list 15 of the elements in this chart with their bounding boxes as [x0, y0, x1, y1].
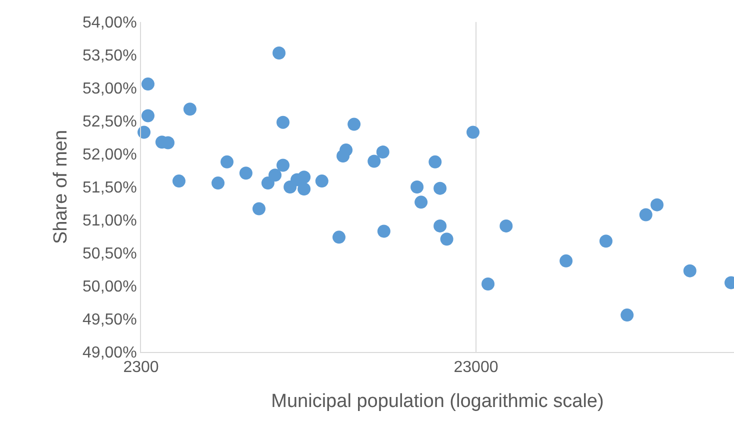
y-tick-label: 51,00%	[82, 212, 137, 230]
y-tick-label: 53,50%	[82, 48, 137, 65]
y-tick-label: 50,00%	[82, 278, 137, 296]
y-tick-label: 49,00%	[82, 344, 137, 362]
x-tick-label: 2300	[123, 359, 159, 376]
y-tick-label: 51,50%	[82, 180, 137, 197]
y-tick-label: 50,50%	[82, 246, 137, 263]
y-tick-label: 54,00%	[82, 14, 137, 32]
y-axis-title: Share of men	[50, 130, 72, 244]
y-tick-label: 53,00%	[82, 80, 137, 98]
x-tick-label: 23000	[454, 359, 498, 376]
y-tick-label: 52,00%	[82, 146, 137, 164]
y-tick-label: 52,50%	[82, 114, 137, 131]
y-tick-label: 49,50%	[82, 312, 137, 329]
x-axis-title: Municipal population (logarithmic scale)	[271, 391, 604, 412]
